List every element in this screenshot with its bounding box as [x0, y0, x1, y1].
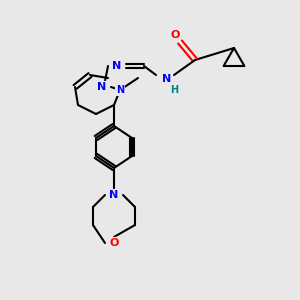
Text: N: N	[116, 85, 124, 95]
Text: N: N	[110, 190, 118, 200]
Text: N: N	[162, 74, 171, 85]
Text: N: N	[112, 61, 122, 71]
Text: N: N	[98, 82, 106, 92]
Text: H: H	[170, 85, 178, 95]
Text: O: O	[109, 238, 119, 248]
Text: O: O	[171, 29, 180, 40]
